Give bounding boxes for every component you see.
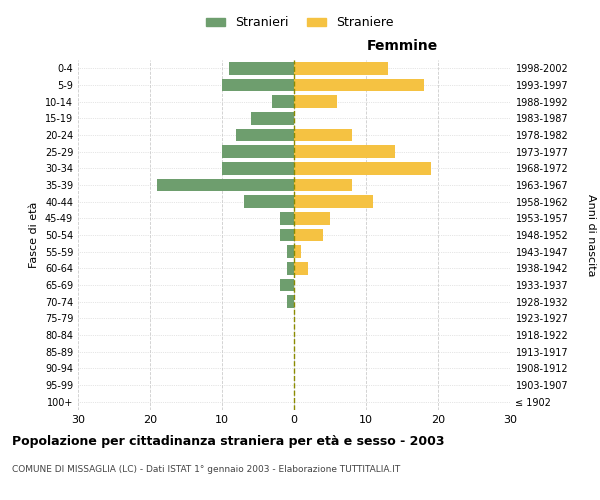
Bar	[280, 279, 294, 291]
Bar	[157, 179, 294, 192]
Bar	[287, 296, 294, 308]
Bar	[294, 212, 330, 224]
Text: Popolazione per cittadinanza straniera per età e sesso - 2003: Popolazione per cittadinanza straniera p…	[12, 435, 445, 448]
Bar	[294, 196, 373, 208]
Bar	[294, 246, 301, 258]
Bar	[280, 229, 294, 241]
Bar	[294, 129, 352, 141]
Text: Anni di nascita: Anni di nascita	[586, 194, 596, 276]
Bar	[251, 112, 294, 124]
Bar	[294, 96, 337, 108]
Bar	[294, 62, 388, 74]
Text: Femmine: Femmine	[367, 39, 437, 53]
Bar	[294, 162, 431, 174]
Bar	[294, 262, 308, 274]
Bar	[294, 146, 395, 158]
Y-axis label: Fasce di età: Fasce di età	[29, 202, 39, 268]
Bar	[287, 246, 294, 258]
Bar	[272, 96, 294, 108]
Bar	[287, 262, 294, 274]
Bar	[229, 62, 294, 74]
Bar	[280, 212, 294, 224]
Bar	[244, 196, 294, 208]
Bar	[294, 179, 352, 192]
Bar	[294, 229, 323, 241]
Legend: Stranieri, Straniere: Stranieri, Straniere	[202, 11, 398, 34]
Bar	[294, 79, 424, 92]
Bar	[236, 129, 294, 141]
Text: COMUNE DI MISSAGLIA (LC) - Dati ISTAT 1° gennaio 2003 - Elaborazione TUTTITALIA.: COMUNE DI MISSAGLIA (LC) - Dati ISTAT 1°…	[12, 465, 400, 474]
Bar	[222, 79, 294, 92]
Bar	[222, 146, 294, 158]
Bar	[222, 162, 294, 174]
